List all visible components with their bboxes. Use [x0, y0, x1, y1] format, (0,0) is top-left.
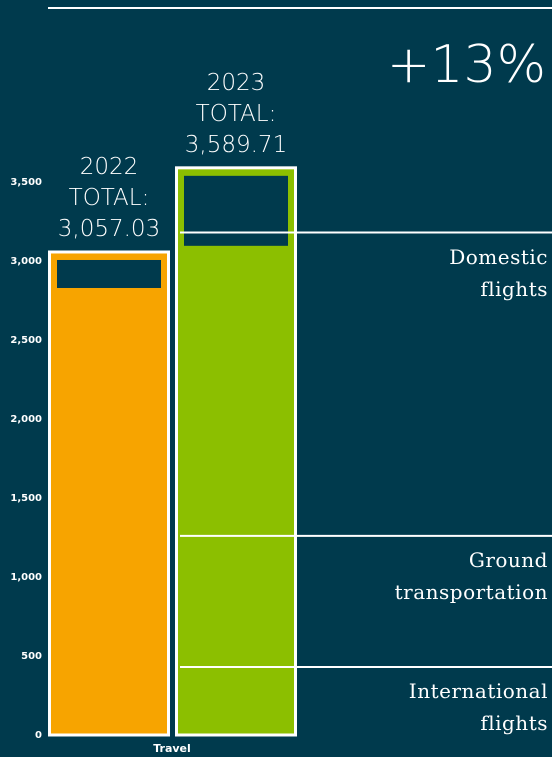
x-tick-label: Travel [153, 742, 191, 755]
total-label: TOTAL: [196, 101, 277, 127]
segment-label: Domestic flights [449, 244, 548, 301]
y-tick-label: 2,000 [10, 414, 42, 425]
segment-label: Ground transportation [394, 547, 548, 604]
total-year: 2022 [80, 154, 139, 180]
y-tick-label: 0 [35, 730, 42, 741]
y-tick-label: 500 [21, 651, 42, 662]
y-tick-label: 1,500 [10, 493, 42, 504]
bar-inner [57, 259, 161, 288]
y-tick-label: 2,500 [10, 335, 42, 346]
bar [175, 166, 297, 737]
bar-inner [184, 175, 288, 246]
total-value: 3,057.03 [58, 216, 160, 242]
segment-label: International flights [408, 679, 548, 736]
change-label: +13% [387, 35, 546, 95]
total-value: 3,589.71 [185, 132, 287, 158]
bar [48, 250, 170, 737]
y-tick-label: 1,000 [10, 572, 42, 583]
y-tick-label: 3,500 [10, 177, 42, 188]
total-year: 2023 [207, 70, 266, 96]
y-tick-label: 3,000 [10, 256, 42, 267]
total-label: TOTAL: [69, 185, 150, 211]
